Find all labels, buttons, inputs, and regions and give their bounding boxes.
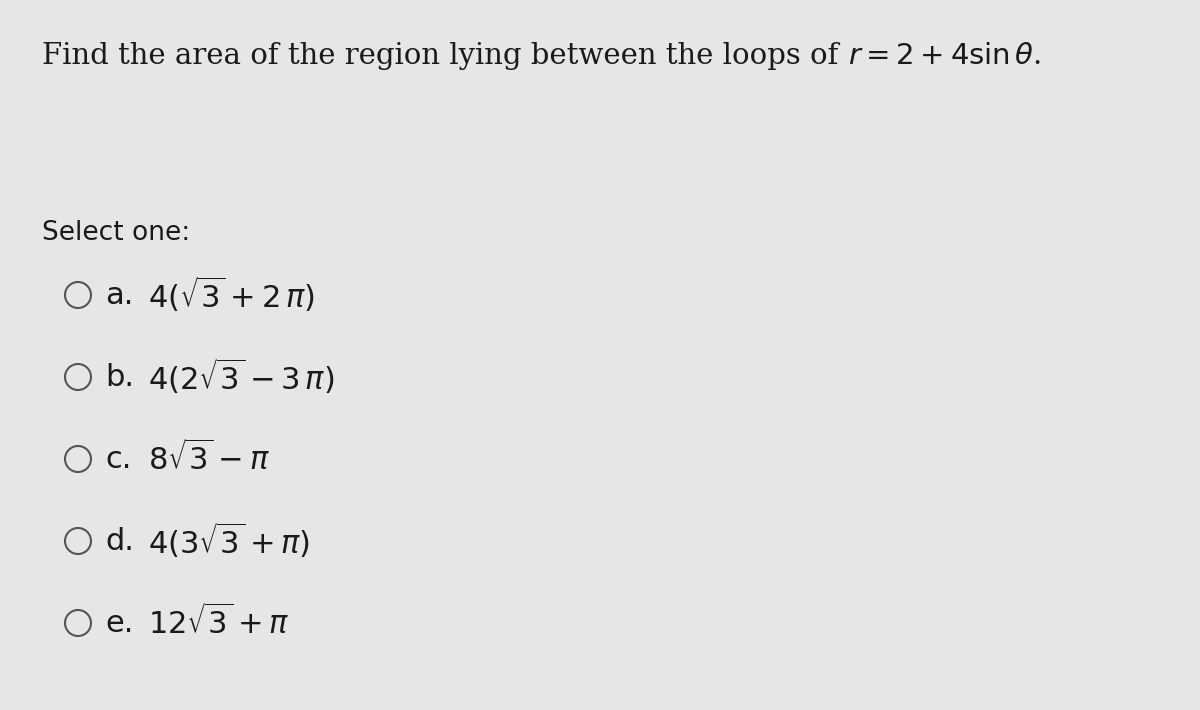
Text: $8\sqrt{3}-\pi$: $8\sqrt{3}-\pi$ (148, 441, 270, 477)
Text: d.: d. (106, 527, 134, 555)
Text: b.: b. (106, 363, 134, 391)
Circle shape (65, 610, 91, 636)
Text: $4(3\sqrt{3}+\pi)$: $4(3\sqrt{3}+\pi)$ (148, 521, 310, 561)
Text: $4(\sqrt{3}+2\,\pi)$: $4(\sqrt{3}+2\,\pi)$ (148, 275, 316, 315)
Text: e.: e. (106, 608, 133, 638)
Text: c.: c. (106, 444, 131, 474)
Circle shape (65, 528, 91, 554)
Circle shape (65, 282, 91, 308)
Circle shape (65, 364, 91, 390)
Text: $12\sqrt{3}+\pi$: $12\sqrt{3}+\pi$ (148, 605, 289, 641)
Text: a.: a. (106, 280, 133, 310)
Text: Find the area of the region lying between the loops of: Find the area of the region lying betwee… (42, 42, 847, 70)
Circle shape (65, 446, 91, 472)
Text: Select one:: Select one: (42, 220, 191, 246)
Text: $4(2\sqrt{3}-3\,\pi)$: $4(2\sqrt{3}-3\,\pi)$ (148, 357, 335, 397)
Text: $r = 2+4\sin\theta$.: $r = 2+4\sin\theta$. (847, 42, 1040, 70)
